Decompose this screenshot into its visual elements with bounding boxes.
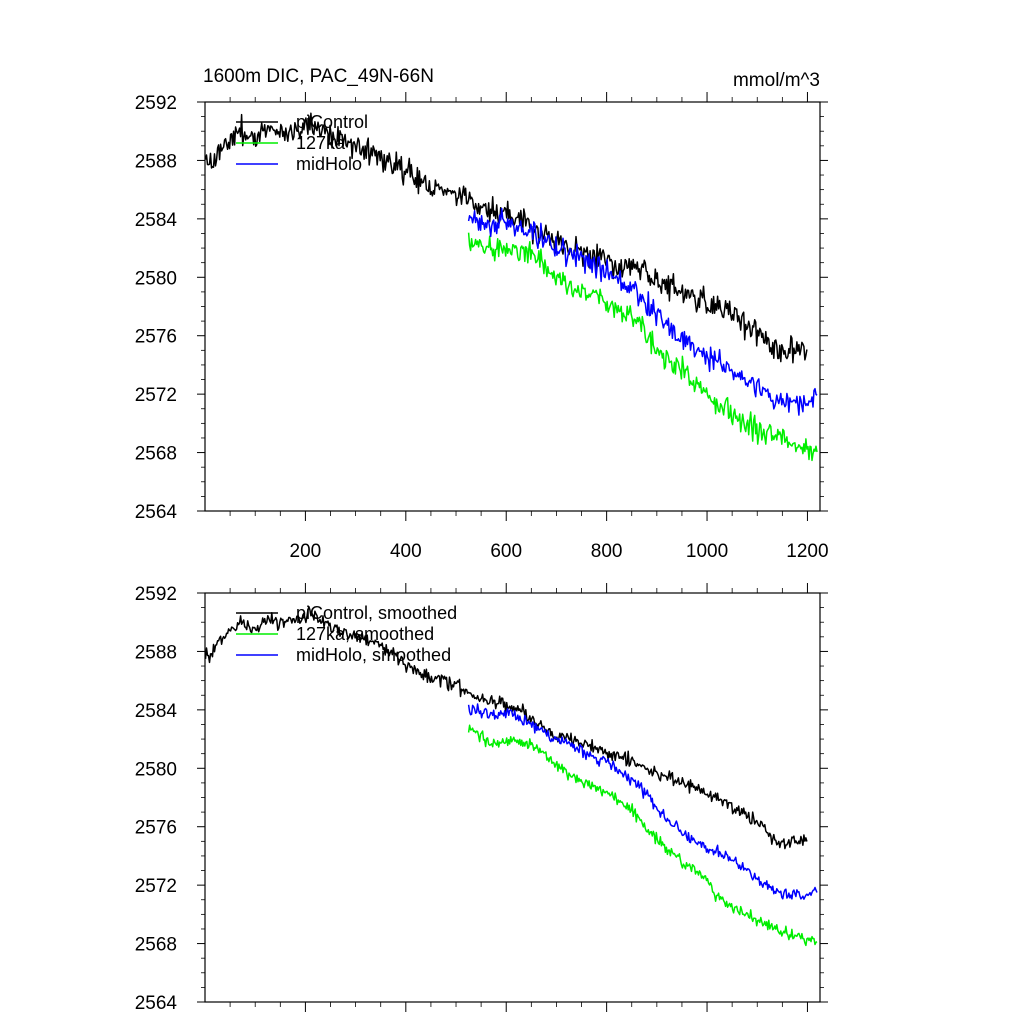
legend-label: midHolo, smoothed bbox=[296, 645, 451, 665]
x-tick-label: 400 bbox=[390, 541, 422, 562]
y-tick-label: 2572 bbox=[135, 876, 177, 897]
y-tick-label: 2592 bbox=[135, 584, 177, 605]
y-tick-label: 2564 bbox=[135, 993, 178, 1014]
legend-label: 127ka bbox=[296, 133, 346, 153]
y-tick-label: 2588 bbox=[135, 642, 177, 663]
y-tick-label: 2568 bbox=[135, 935, 177, 956]
y-tick-label: 2584 bbox=[135, 210, 178, 231]
top-panel: 1600m DIC, PAC_49N-66N mmol/m^3 2564 2568… bbox=[135, 66, 829, 562]
x-tick-label: 200 bbox=[290, 541, 322, 562]
series-line-midholo bbox=[467, 207, 818, 416]
legend-label: 127ka, smoothed bbox=[296, 624, 434, 644]
x-tick-label: 800 bbox=[591, 541, 623, 562]
x-tick-label: 1000 bbox=[686, 541, 728, 562]
y-tick-label: 2568 bbox=[135, 444, 177, 465]
chart-title: 1600m DIC, PAC_49N-66N bbox=[203, 66, 434, 87]
units-label: mmol/m^3 bbox=[733, 70, 820, 91]
series-line-127ka bbox=[467, 232, 818, 462]
y-tick-label: 2576 bbox=[135, 818, 177, 839]
series-line-picontrol bbox=[204, 112, 808, 364]
legend-label: piControl bbox=[296, 112, 368, 132]
x-tick-label: 1200 bbox=[786, 541, 828, 562]
y-tick-label: 2580 bbox=[135, 268, 177, 289]
series-line-midholo-smoothed bbox=[467, 703, 818, 900]
x-tick-label: 600 bbox=[490, 541, 522, 562]
legend-label: piControl, smoothed bbox=[296, 603, 457, 623]
series-line-picontrol-smoothed bbox=[204, 605, 808, 850]
bottom-panel: 2564 2568 2572 2576 2580 2584 2588 2592 piContro… bbox=[135, 583, 828, 1014]
y-tick-label: 2572 bbox=[135, 385, 177, 406]
y-tick-label: 2588 bbox=[135, 151, 177, 172]
y-tick-label: 2584 bbox=[135, 701, 178, 722]
y-tick-label: 2576 bbox=[135, 327, 177, 348]
legend-label: midHolo bbox=[296, 154, 362, 174]
y-tick-label: 2592 bbox=[135, 93, 177, 114]
y-tick-label: 2580 bbox=[135, 759, 177, 780]
series-line-127ka-smoothed bbox=[467, 724, 818, 947]
y-tick-label: 2564 bbox=[135, 502, 178, 523]
